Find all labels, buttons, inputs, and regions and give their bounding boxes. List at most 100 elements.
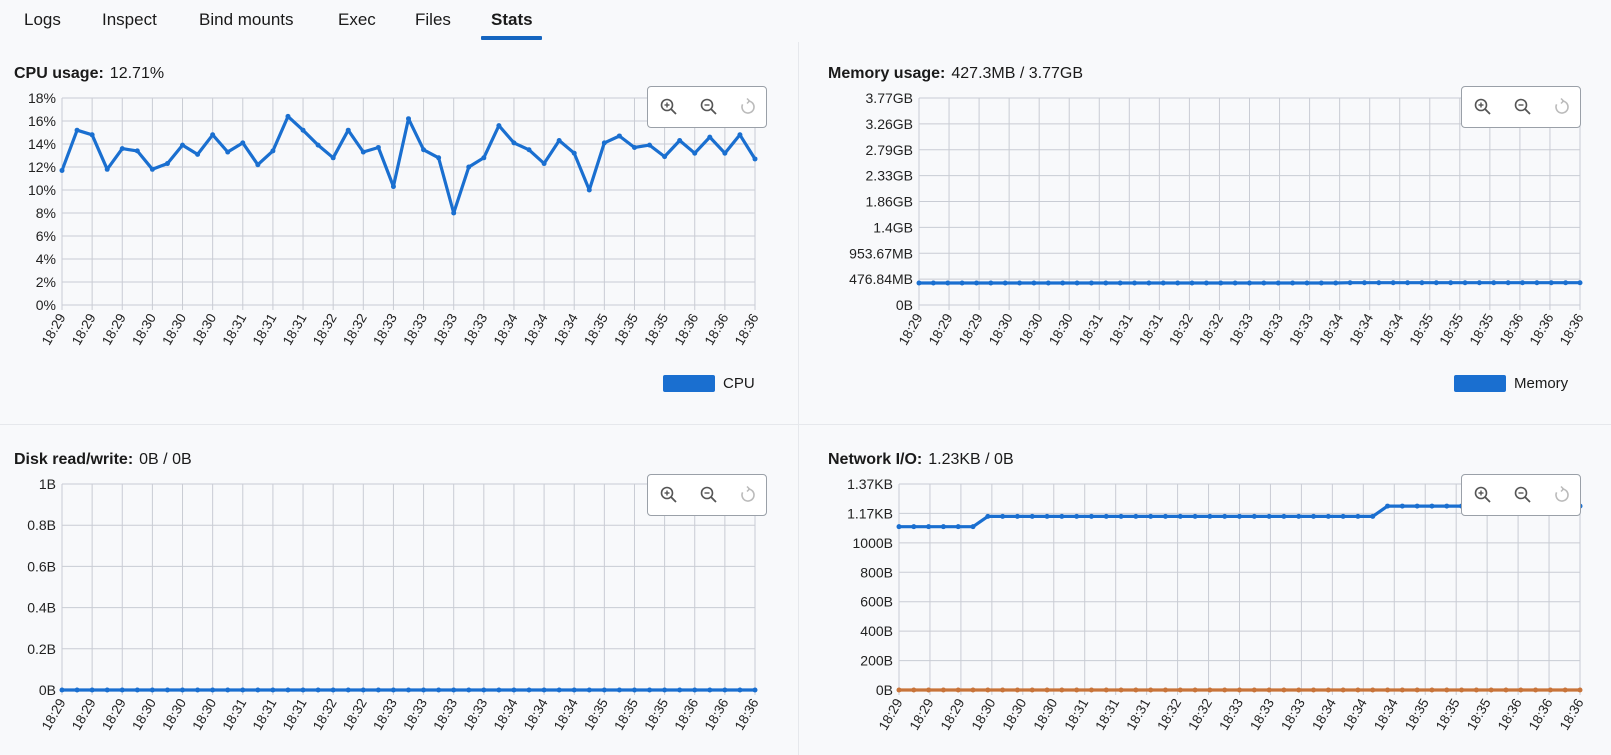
data-point[interactable]	[1160, 280, 1166, 286]
data-point[interactable]	[1222, 513, 1228, 519]
data-point[interactable]	[1031, 280, 1037, 286]
data-point[interactable]	[1503, 687, 1509, 693]
data-point[interactable]	[1347, 280, 1353, 286]
data-point[interactable]	[1448, 280, 1454, 286]
data-point[interactable]	[722, 150, 728, 156]
data-point[interactable]	[571, 687, 577, 693]
data-point[interactable]	[300, 687, 306, 693]
data-point[interactable]	[466, 164, 472, 170]
data-point[interactable]	[1088, 280, 1094, 286]
data-point[interactable]	[616, 687, 622, 693]
data-point[interactable]	[647, 687, 653, 693]
data-point[interactable]	[616, 133, 622, 139]
data-point[interactable]	[164, 687, 170, 693]
data-point[interactable]	[390, 184, 396, 190]
data-point[interactable]	[210, 132, 216, 138]
data-point[interactable]	[1266, 513, 1272, 519]
data-point[interactable]	[1534, 280, 1540, 286]
data-point[interactable]	[916, 280, 922, 286]
data-point[interactable]	[1247, 280, 1252, 286]
data-point[interactable]	[481, 687, 487, 693]
data-point[interactable]	[1340, 513, 1346, 519]
data-point[interactable]	[375, 144, 381, 150]
data-point[interactable]	[737, 687, 743, 693]
data-point[interactable]	[119, 687, 125, 693]
data-point[interactable]	[74, 687, 80, 693]
data-point[interactable]	[1192, 687, 1198, 693]
data-point[interactable]	[270, 687, 276, 693]
data-point[interactable]	[330, 155, 336, 161]
data-point[interactable]	[1203, 280, 1209, 286]
data-point[interactable]	[752, 156, 758, 162]
data-point[interactable]	[1232, 280, 1238, 286]
data-point[interactable]	[1296, 513, 1302, 519]
data-point[interactable]	[330, 687, 336, 693]
data-point[interactable]	[59, 687, 65, 693]
data-point[interactable]	[692, 150, 698, 156]
data-point[interactable]	[511, 140, 517, 146]
data-point[interactable]	[1390, 280, 1396, 286]
data-point[interactable]	[451, 687, 457, 693]
data-point[interactable]	[270, 148, 276, 154]
data-point[interactable]	[677, 687, 683, 693]
data-point[interactable]	[1088, 513, 1094, 519]
data-point[interactable]	[911, 687, 917, 693]
tab-logs[interactable]: Logs	[24, 10, 61, 29]
data-point[interactable]	[1444, 687, 1450, 693]
data-point[interactable]	[1533, 687, 1539, 693]
zoom-out-icon[interactable]	[698, 484, 720, 506]
data-point[interactable]	[1118, 687, 1124, 693]
data-point[interactable]	[1429, 687, 1435, 693]
data-point[interactable]	[896, 524, 902, 530]
data-point[interactable]	[1577, 280, 1583, 286]
data-point[interactable]	[496, 123, 502, 129]
data-point[interactable]	[1059, 513, 1065, 519]
data-point[interactable]	[1002, 280, 1008, 286]
data-point[interactable]	[1459, 687, 1465, 693]
data-point[interactable]	[662, 154, 668, 160]
data-point[interactable]	[1419, 280, 1425, 286]
data-point[interactable]	[285, 113, 291, 119]
data-point[interactable]	[556, 138, 562, 144]
reset-icon[interactable]	[1551, 484, 1573, 506]
data-point[interactable]	[940, 687, 946, 693]
data-point[interactable]	[360, 149, 366, 155]
data-point[interactable]	[1385, 503, 1391, 509]
data-point[interactable]	[1162, 687, 1168, 693]
data-point[interactable]	[1491, 280, 1497, 286]
data-point[interactable]	[1000, 513, 1006, 519]
tab-bind-mounts[interactable]: Bind mounts	[199, 10, 294, 29]
data-point[interactable]	[134, 687, 140, 693]
data-point[interactable]	[1333, 280, 1339, 286]
data-point[interactable]	[985, 687, 991, 693]
data-point[interactable]	[406, 687, 411, 693]
data-point[interactable]	[945, 280, 951, 286]
data-point[interactable]	[631, 687, 637, 693]
data-point[interactable]	[1318, 280, 1324, 286]
data-point[interactable]	[930, 280, 936, 286]
tab-stats[interactable]: Stats	[491, 10, 533, 29]
data-point[interactable]	[1103, 513, 1109, 519]
data-point[interactable]	[1189, 280, 1195, 286]
data-point[interactable]	[1222, 687, 1228, 693]
zoom-out-icon[interactable]	[1512, 484, 1534, 506]
data-point[interactable]	[89, 132, 95, 138]
data-point[interactable]	[225, 687, 231, 693]
data-point[interactable]	[911, 524, 917, 530]
data-point[interactable]	[1266, 687, 1272, 693]
data-point[interactable]	[481, 155, 487, 161]
data-point[interactable]	[571, 150, 577, 156]
data-point[interactable]	[1060, 280, 1066, 286]
data-point[interactable]	[1563, 280, 1569, 286]
data-point[interactable]	[1045, 280, 1051, 286]
data-point[interactable]	[1361, 280, 1367, 286]
data-point[interactable]	[436, 155, 442, 161]
memory-legend[interactable]: Memory	[1454, 375, 1568, 392]
data-point[interactable]	[1207, 513, 1213, 519]
data-point[interactable]	[406, 116, 411, 122]
data-point[interactable]	[240, 140, 246, 146]
zoom-out-icon[interactable]	[698, 96, 720, 118]
data-point[interactable]	[134, 148, 140, 154]
data-point[interactable]	[631, 144, 637, 150]
data-point[interactable]	[1103, 280, 1109, 286]
